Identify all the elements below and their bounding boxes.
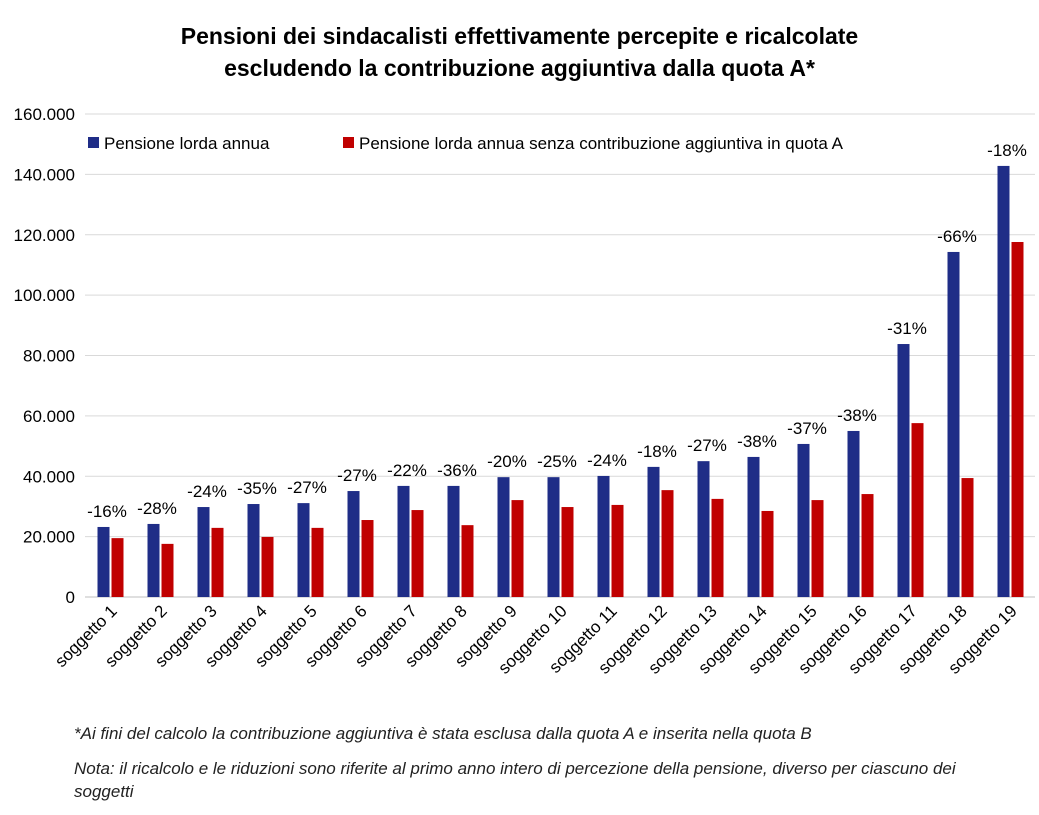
data-label: -27% bbox=[687, 436, 727, 455]
bar-pensione-lorda bbox=[347, 491, 360, 597]
bar-pensione-lorda bbox=[147, 523, 160, 597]
bar-pensione-lorda bbox=[97, 526, 110, 597]
data-label: -66% bbox=[937, 227, 977, 246]
bar-pensione-senza-contribuzione bbox=[311, 527, 324, 597]
title-line-2: escludendo la contribuzione aggiuntiva d… bbox=[224, 55, 815, 81]
bar-pensione-lorda bbox=[497, 477, 510, 597]
chart-title: Pensioni dei sindacalisti effettivamente… bbox=[0, 20, 1039, 84]
bar-pensione-lorda bbox=[397, 485, 410, 597]
data-label: -28% bbox=[137, 499, 177, 518]
y-tick-label: 100.000 bbox=[14, 286, 75, 305]
legend-swatch-pensione-lorda bbox=[88, 137, 99, 148]
y-tick-label: 20.000 bbox=[23, 528, 75, 547]
bar-pensione-lorda bbox=[297, 503, 310, 597]
bar-pensione-senza-contribuzione bbox=[111, 538, 124, 597]
data-label: -38% bbox=[737, 432, 777, 451]
bar-pensione-senza-contribuzione bbox=[861, 494, 874, 597]
bar-pensione-senza-contribuzione bbox=[161, 543, 174, 597]
y-tick-label: 140.000 bbox=[14, 165, 75, 184]
y-tick-label: 60.000 bbox=[23, 407, 75, 426]
legend-swatch-pensione-senza-contribuzione bbox=[343, 137, 354, 148]
data-label: -35% bbox=[237, 479, 277, 498]
data-label: -36% bbox=[437, 461, 477, 480]
legend-label-pensione-senza-contribuzione: Pensione lorda annua senza contribuzione… bbox=[359, 134, 844, 153]
bar-pensione-lorda bbox=[997, 165, 1010, 598]
bar-pensione-senza-contribuzione bbox=[711, 498, 724, 597]
footnote-asterisk: *Ai fini del calcolo la contribuzione ag… bbox=[74, 724, 812, 743]
data-label: -27% bbox=[287, 478, 327, 497]
bar-pensione-lorda bbox=[897, 344, 910, 597]
bar-pensione-lorda bbox=[697, 461, 710, 597]
title-line-1: Pensioni dei sindacalisti effettivamente… bbox=[180, 23, 859, 49]
data-label: -24% bbox=[587, 451, 627, 470]
y-tick-label: 40.000 bbox=[23, 467, 75, 486]
bar-pensione-lorda bbox=[197, 507, 210, 597]
bar-pensione-lorda bbox=[647, 466, 660, 597]
bar-pensione-senza-contribuzione bbox=[811, 500, 824, 597]
data-label: -37% bbox=[787, 419, 827, 438]
data-label: -18% bbox=[987, 141, 1027, 160]
bar-pensione-lorda bbox=[847, 430, 860, 597]
bar-pensione-senza-contribuzione bbox=[661, 490, 674, 597]
bar-pensione-lorda bbox=[447, 485, 460, 597]
y-tick-label: 160.000 bbox=[14, 105, 75, 124]
data-label: -20% bbox=[487, 452, 527, 471]
data-label: -25% bbox=[537, 452, 577, 471]
bar-pensione-lorda bbox=[597, 475, 610, 597]
bar-pensione-senza-contribuzione bbox=[561, 507, 574, 597]
bar-pensione-lorda bbox=[247, 504, 260, 597]
bar-pensione-senza-contribuzione bbox=[911, 423, 924, 597]
bar-pensione-senza-contribuzione bbox=[511, 500, 524, 597]
data-label: -18% bbox=[637, 442, 677, 461]
y-tick-label: 80.000 bbox=[23, 347, 75, 366]
bar-pensione-senza-contribuzione bbox=[211, 527, 224, 597]
bar-pensione-senza-contribuzione bbox=[361, 520, 374, 597]
bar-pensione-senza-contribuzione bbox=[261, 536, 274, 597]
bar-pensione-senza-contribuzione bbox=[761, 510, 774, 597]
data-label: -22% bbox=[387, 461, 427, 480]
bar-pensione-lorda bbox=[747, 456, 760, 597]
bar-pensione-lorda bbox=[797, 443, 810, 597]
bar-pensione-senza-contribuzione bbox=[461, 525, 474, 597]
data-label: -24% bbox=[187, 482, 227, 501]
data-label: -16% bbox=[87, 502, 127, 521]
y-tick-label: 0 bbox=[66, 588, 75, 607]
bar-pensione-senza-contribuzione bbox=[961, 478, 974, 597]
data-label: -31% bbox=[887, 319, 927, 338]
data-label: -27% bbox=[337, 466, 377, 485]
data-label: -38% bbox=[837, 406, 877, 425]
bar-pensione-senza-contribuzione bbox=[1011, 241, 1024, 597]
footnote-nota: Nota: il ricalcolo e le riduzioni sono r… bbox=[74, 759, 956, 801]
bar-pensione-lorda bbox=[547, 477, 560, 597]
bar-pensione-senza-contribuzione bbox=[411, 510, 424, 597]
bar-pensione-senza-contribuzione bbox=[611, 504, 624, 597]
y-tick-label: 120.000 bbox=[14, 226, 75, 245]
bar-pensione-lorda bbox=[947, 251, 960, 597]
legend-label-pensione-lorda: Pensione lorda annua bbox=[104, 134, 270, 153]
